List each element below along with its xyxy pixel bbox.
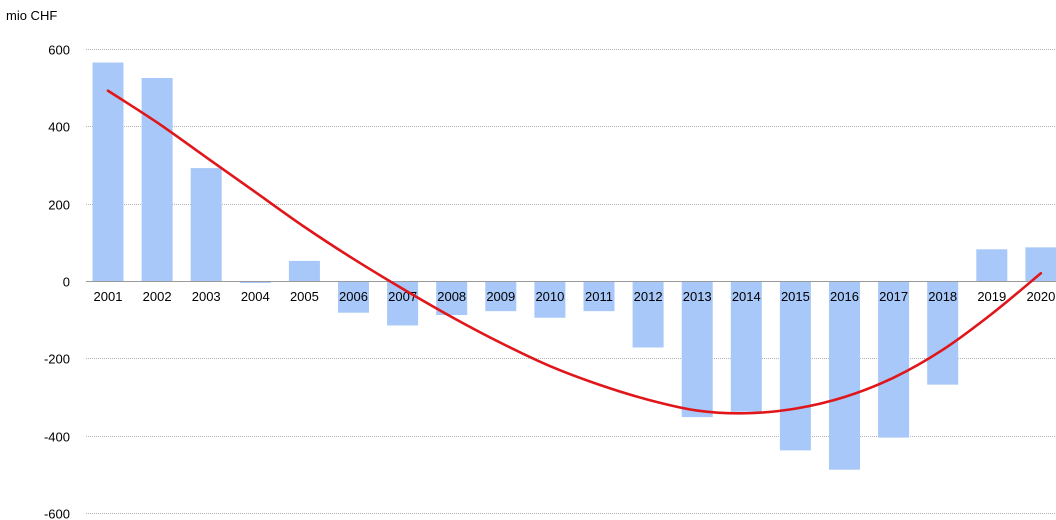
x-tick-label: 2020 [1026,289,1055,304]
trend-line-path [106,89,1043,415]
bar-2015 [779,281,811,451]
bar-2005 [288,260,320,281]
bar-2013 [681,281,713,418]
y-tick-label: 0 [63,275,70,290]
y-tick-label: 200 [48,198,70,213]
y-tick-label: -600 [44,507,70,520]
bar-2002 [141,78,173,281]
x-tick-label: 2014 [732,289,761,304]
x-tick-label: 2019 [977,289,1006,304]
bar-2018 [927,281,959,385]
x-tick-label: 2002 [143,289,172,304]
x-tick-label: 2010 [535,289,564,304]
y-tick-label: 600 [48,43,70,58]
x-tick-label: 2015 [781,289,810,304]
x-tick-label: 2004 [241,289,270,304]
bar-2020 [1025,247,1056,281]
x-tick-label: 2005 [290,289,319,304]
x-tick-label: 2018 [928,289,957,304]
bar-2001 [92,62,124,282]
y-axis-unit-label: mio CHF [6,8,58,23]
x-tick-label: 2017 [879,289,908,304]
bar-2006 [338,281,369,313]
bars [92,62,1056,470]
x-tick-label: 2009 [486,289,515,304]
bar-2017 [878,281,910,438]
x-tick-label: 2007 [388,289,417,304]
x-tick-label: 2016 [830,289,859,304]
bar-2010 [534,281,566,318]
bar-2016 [829,281,860,470]
x-tick-label: 2011 [585,289,613,304]
x-tick-label: 2001 [94,289,123,304]
y-tick-label: -200 [44,352,70,367]
y-tick-label: -400 [44,430,70,445]
trend-line [106,89,1043,415]
x-tick-label: 2012 [634,289,663,304]
bar-2008 [436,281,468,316]
bar-2014 [730,281,762,412]
x-tick-label: 2003 [192,289,221,304]
y-tick-label: 400 [48,120,70,135]
bar-2009 [485,281,517,312]
x-tick-label: 2008 [437,289,466,304]
bar-2012 [632,281,664,348]
bar-2003 [190,168,222,281]
x-axis-ticks: 2001 2002 2003 2004 2005 2006 2007 2008 2009 2010… [94,289,1056,304]
x-tick-label: 2006 [339,289,368,304]
y-axis-ticks: 600 400 200 0 -200 -400 -600 [44,43,70,520]
bar-2011 [583,281,615,312]
bar-2019 [976,249,1008,281]
x-tick-label: 2013 [683,289,712,304]
